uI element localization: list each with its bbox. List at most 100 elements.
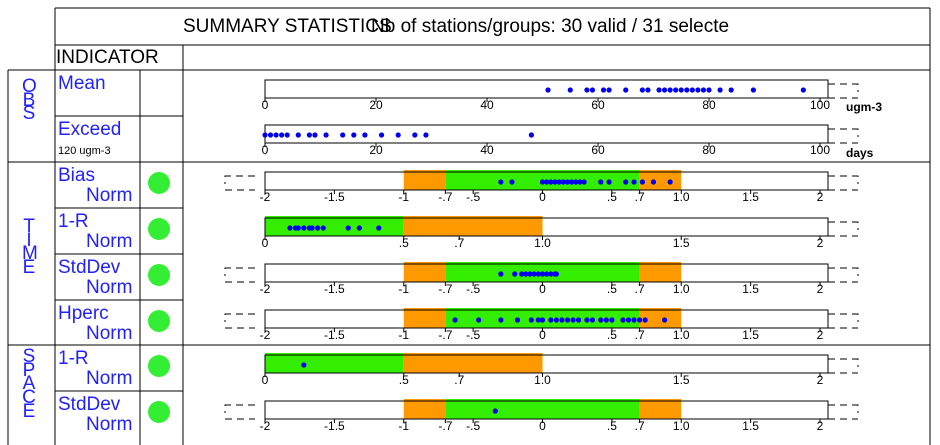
band-orange-row6-1 bbox=[403, 353, 543, 373]
tick-label-row4-7: .7 bbox=[635, 282, 645, 296]
tick-label-row6-0: 0 bbox=[262, 373, 269, 387]
data-point-row0-0 bbox=[545, 87, 551, 93]
data-point-row2-8 bbox=[564, 179, 571, 185]
tick-label-row2-1: -1.5 bbox=[324, 190, 345, 204]
data-point-row5-16 bbox=[603, 317, 609, 323]
range-bracket-right-row5 bbox=[828, 313, 859, 322]
tick-label-row7-7: .7 bbox=[635, 419, 645, 433]
tick-label-row5-4: -.5 bbox=[466, 328, 480, 342]
data-point-row1-4 bbox=[284, 132, 290, 138]
status-indicator-icon bbox=[148, 264, 170, 286]
range-bracket-right-row7 bbox=[828, 404, 859, 413]
status-indicator-icon bbox=[148, 218, 170, 240]
tick-label-row3-1: .5 bbox=[399, 236, 409, 250]
data-point-row7-0 bbox=[492, 408, 498, 414]
tick-label-row7-3: -.7 bbox=[438, 419, 452, 433]
tick-label-row2-9: 1.5 bbox=[742, 190, 759, 204]
row-sublabel-6: Norm bbox=[86, 368, 133, 389]
group-label-space: SPACE bbox=[22, 346, 36, 422]
tick-label-row0-2: 40 bbox=[480, 98, 494, 112]
tick-label-row7-8: 1.0 bbox=[673, 419, 690, 433]
data-point-row3-6 bbox=[315, 225, 321, 231]
data-point-row5-15 bbox=[598, 317, 604, 323]
data-point-row1-7 bbox=[312, 132, 318, 138]
tick-label-row6-4: 1.5 bbox=[673, 373, 690, 387]
data-point-row2-11 bbox=[577, 179, 583, 185]
range-bracket-right-row2 bbox=[828, 175, 859, 184]
band-orange-row5-0 bbox=[403, 308, 446, 328]
data-point-row1-15 bbox=[423, 132, 429, 138]
range-bracket-right-row0 bbox=[828, 83, 859, 92]
tick-label-row0-4: 80 bbox=[702, 98, 716, 112]
tick-label-row5-1: -1.5 bbox=[324, 328, 345, 342]
data-point-row1-11 bbox=[362, 132, 368, 138]
unit-label-row1: days bbox=[846, 146, 874, 160]
data-point-row4-2 bbox=[519, 271, 525, 277]
data-point-row1-1 bbox=[267, 132, 274, 138]
data-point-row1-5 bbox=[295, 132, 301, 138]
data-point-row0-8 bbox=[645, 87, 651, 93]
band-orange-row4-2 bbox=[639, 262, 682, 282]
data-point-row3-9 bbox=[356, 225, 362, 231]
data-point-row0-18 bbox=[706, 87, 712, 93]
row-sublabel-3: Norm bbox=[86, 231, 133, 252]
tick-label-row5-3: -.7 bbox=[438, 328, 452, 342]
data-point-row1-16 bbox=[528, 132, 535, 138]
data-point-row4-11 bbox=[553, 271, 559, 277]
data-point-row0-11 bbox=[667, 87, 673, 93]
data-point-row6-0 bbox=[301, 362, 307, 368]
data-point-row2-9 bbox=[569, 179, 575, 185]
axis-box-row1 bbox=[264, 124, 829, 144]
data-point-row4-4 bbox=[527, 271, 533, 277]
tick-label-row4-10: 2 bbox=[817, 282, 824, 296]
tick-label-row5-8: 1.0 bbox=[673, 328, 690, 342]
data-point-row5-1 bbox=[476, 317, 482, 323]
tick-label-row4-6: .5 bbox=[607, 282, 617, 296]
data-point-row1-14 bbox=[412, 132, 418, 138]
panel-title: SUMMARY STATISTICS bbox=[183, 16, 392, 37]
group-label-obs: OBS bbox=[22, 76, 37, 125]
indicator-header: INDICATOR bbox=[56, 47, 159, 68]
row-label-5: Hperc bbox=[58, 303, 109, 324]
data-point-row5-21 bbox=[637, 317, 643, 323]
band-green-row7-1 bbox=[445, 399, 640, 419]
tick-label-row4-0: -2 bbox=[260, 282, 271, 296]
band-orange-row4-0 bbox=[403, 262, 446, 282]
data-point-row1-8 bbox=[323, 132, 329, 138]
row-label-1: Exceed bbox=[58, 119, 122, 140]
data-point-row1-6 bbox=[306, 132, 312, 138]
tick-label-row3-0: 0 bbox=[262, 236, 269, 250]
data-point-row1-9 bbox=[340, 132, 346, 138]
data-point-row4-9 bbox=[548, 271, 554, 277]
data-point-row2-13 bbox=[598, 179, 604, 185]
row-label-3: 1-R bbox=[58, 211, 89, 232]
data-point-row2-12 bbox=[581, 179, 587, 185]
tick-label-row1-0: 0 bbox=[262, 143, 269, 157]
range-bracket-left-row2 bbox=[224, 175, 255, 184]
range-bracket-right-row6 bbox=[828, 358, 859, 367]
tick-label-row7-4: -.5 bbox=[466, 419, 480, 433]
tick-label-row2-3: -.7 bbox=[438, 190, 452, 204]
tick-label-row7-9: 1.5 bbox=[742, 419, 759, 433]
data-point-row0-14 bbox=[684, 87, 690, 93]
tick-label-row1-4: 80 bbox=[702, 143, 716, 157]
data-point-row0-6 bbox=[623, 87, 629, 93]
data-point-row5-2 bbox=[498, 317, 504, 323]
data-point-row5-0 bbox=[452, 317, 458, 323]
data-point-row5-4 bbox=[528, 317, 535, 323]
tick-label-row1-5: 100 bbox=[810, 143, 830, 157]
band-green-row6-0 bbox=[265, 353, 404, 373]
data-point-row0-22 bbox=[800, 87, 806, 93]
data-point-row2-15 bbox=[623, 179, 629, 185]
data-point-row3-10 bbox=[376, 225, 382, 231]
stations-count-text: Nb of stations/groups: 30 valid / 31 sel… bbox=[371, 16, 730, 37]
data-point-row0-21 bbox=[750, 87, 757, 93]
data-point-row4-5 bbox=[531, 271, 537, 277]
data-point-row2-6 bbox=[556, 179, 562, 185]
tick-label-row2-7: .7 bbox=[635, 190, 645, 204]
data-point-row1-10 bbox=[351, 132, 357, 138]
data-point-row0-7 bbox=[639, 87, 646, 93]
tick-label-row5-7: .7 bbox=[635, 328, 645, 342]
